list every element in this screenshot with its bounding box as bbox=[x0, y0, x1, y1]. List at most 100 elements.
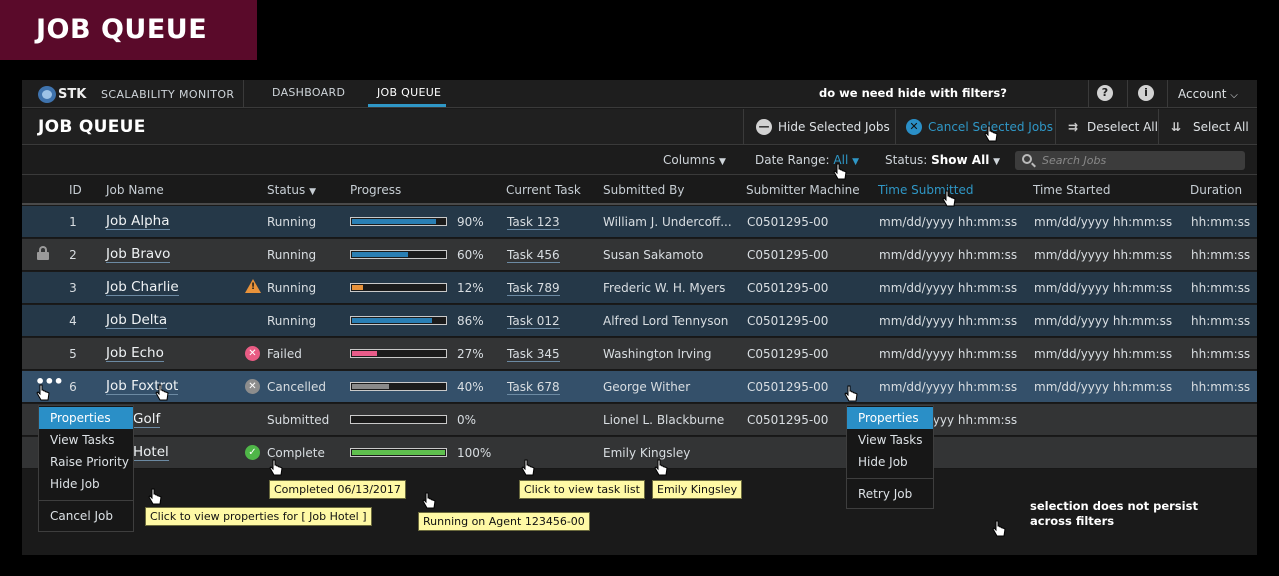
job-name-link[interactable]: Job Alpha bbox=[106, 213, 170, 230]
cancel-selected-label: Cancel Selected Jobs bbox=[928, 120, 1054, 134]
job-name-link[interactable]: Golf bbox=[133, 411, 161, 428]
design-annotation: selection does not persist across filter… bbox=[1030, 499, 1198, 529]
job-status: Submitted bbox=[267, 413, 330, 427]
tooltip-name: Emily Kingsley bbox=[652, 480, 743, 499]
page-title: JOB QUEUE bbox=[38, 117, 146, 137]
help-icon[interactable]: ? bbox=[1097, 85, 1113, 101]
submitted-by: Alfred Lord Tennyson bbox=[603, 314, 729, 328]
submitted-by: Lionel L. Blackburne bbox=[603, 413, 725, 427]
table-row[interactable]: 4 Job Delta Running 86% Task 012 Alfred Lord … bbox=[22, 305, 1257, 337]
deselect-all-button[interactable]: ⇉ Deselect All bbox=[1055, 109, 1158, 145]
menu-divider bbox=[39, 500, 133, 501]
col-progress[interactable]: Progress bbox=[350, 183, 402, 197]
job-name-link[interactable]: Job Echo bbox=[106, 345, 164, 362]
menu-item-properties[interactable]: Properties bbox=[39, 407, 133, 429]
pointer-cursor-icon bbox=[521, 459, 535, 477]
hide-icon: — bbox=[756, 119, 772, 135]
duration: hh:mm:ss bbox=[1191, 380, 1251, 394]
tab-dashboard[interactable]: DASHBOARD bbox=[272, 86, 346, 99]
table-row[interactable]: 2 Job Bravo Running 60% Task 456 Susan Sakamo… bbox=[22, 239, 1257, 271]
select-all-button[interactable]: ⇊ Select All bbox=[1158, 109, 1257, 145]
time-submitted: mm/dd/yyyy hh:mm:ss bbox=[879, 215, 1018, 229]
hide-selected-jobs-button[interactable]: — Hide Selected Jobs bbox=[743, 109, 890, 145]
time-submitted: mm/dd/yyyy hh:mm:ss bbox=[879, 248, 1018, 262]
current-task-link[interactable]: Task 123 bbox=[507, 215, 560, 230]
menu-item-view-tasks[interactable]: View Tasks bbox=[858, 433, 923, 447]
columns-dropdown[interactable]: Columns ▼ bbox=[663, 153, 726, 167]
progress-fill bbox=[352, 318, 432, 323]
time-started: mm/dd/yyyy hh:mm:ss bbox=[1034, 248, 1173, 262]
current-task-link[interactable]: Task 678 bbox=[507, 380, 560, 395]
col-submitted-by[interactable]: Submitted By bbox=[603, 183, 685, 197]
menu-item-properties[interactable]: Properties bbox=[847, 407, 933, 429]
table-row[interactable]: 5 Job Echo Failed 27% Task 345 Washington Irv… bbox=[22, 338, 1257, 370]
time-submitted: mm/dd/yyyy hh:mm:ss bbox=[879, 347, 1018, 361]
account-label: Account bbox=[1178, 87, 1227, 101]
status-filter-label: Status: bbox=[885, 153, 928, 167]
progress-percent: 0% bbox=[457, 413, 477, 427]
pointer-cursor-icon bbox=[984, 125, 998, 143]
col-id[interactable]: ID bbox=[69, 183, 82, 197]
top-nav: STK SCALABILITY MONITOR DASHBOARD JOB QU… bbox=[22, 80, 1257, 108]
menu-divider bbox=[847, 478, 933, 479]
stk-logo-icon bbox=[38, 86, 56, 103]
menu-item-view-tasks[interactable]: View Tasks bbox=[50, 433, 115, 447]
progress-fill bbox=[352, 219, 436, 224]
job-name-link[interactable]: Job Bravo bbox=[106, 246, 171, 263]
account-menu[interactable]: Account ⌵ bbox=[1178, 87, 1238, 101]
duration: hh:mm:ss bbox=[1191, 248, 1251, 262]
search-input[interactable] bbox=[1042, 153, 1237, 168]
cancel-selected-jobs-button[interactable]: ✕ Cancel Selected Jobs bbox=[895, 109, 1055, 145]
col-status[interactable]: Status ▼ bbox=[267, 183, 316, 197]
col-status-label: Status bbox=[267, 183, 306, 197]
nav-divider bbox=[1127, 80, 1128, 108]
col-submitter-machine[interactable]: Submitter Machine bbox=[746, 183, 860, 197]
job-name-link[interactable]: Job Charlie bbox=[106, 279, 179, 296]
search-icon bbox=[1022, 154, 1032, 164]
current-task-link[interactable]: Task 345 bbox=[507, 347, 560, 362]
current-task-link[interactable]: Task 012 bbox=[507, 314, 560, 329]
caret-down-icon: ▼ bbox=[719, 157, 726, 167]
pointer-cursor-icon bbox=[148, 488, 162, 506]
menu-item-cancel-job[interactable]: Cancel Job bbox=[50, 509, 113, 523]
nav-divider bbox=[243, 80, 244, 108]
caret-down-icon: ▼ bbox=[993, 157, 1001, 167]
job-id: 4 bbox=[69, 314, 77, 328]
table-row[interactable]: 3 Job Charlie Running 12% Task 789 Frederic W… bbox=[22, 272, 1257, 304]
cancelled-icon: ✕ bbox=[245, 379, 260, 394]
table-row[interactable]: Hotel Complete 100% Emily Kingsley ✓ bbox=[22, 437, 1257, 469]
menu-item-raise-priority[interactable]: Raise Priority bbox=[50, 455, 129, 469]
pointer-cursor-icon bbox=[269, 459, 283, 477]
col-duration[interactable]: Duration bbox=[1190, 183, 1243, 197]
col-time-submitted[interactable]: Time Submitted bbox=[878, 183, 974, 197]
submitter-machine: C0501295-00 bbox=[747, 248, 829, 262]
chevron-down-icon: ⌵ bbox=[1230, 90, 1238, 101]
pointer-cursor-icon bbox=[833, 163, 847, 181]
row-context-menu: Properties View Tasks Raise Priority Hid… bbox=[38, 405, 134, 532]
tab-job-queue[interactable]: JOB QUEUE bbox=[377, 86, 442, 99]
col-job-name[interactable]: Job Name bbox=[106, 183, 164, 197]
menu-item-hide-job[interactable]: Hide Job bbox=[858, 455, 908, 469]
failed-icon: ✕ bbox=[245, 346, 260, 361]
table-row[interactable]: 1 Job Alpha Running 90% Task 123 William J. U… bbox=[22, 206, 1257, 238]
col-current-task[interactable]: Current Task bbox=[506, 183, 581, 197]
job-name-link[interactable]: Job Delta bbox=[106, 312, 168, 329]
table-row[interactable]: Golf Submitted 0% Lionel L. Blackburne C0501… bbox=[22, 404, 1257, 436]
table-row[interactable]: 6 Job Foxtrot Cancelled 40% Task 678 George W… bbox=[22, 371, 1257, 403]
date-range-label: Date Range: bbox=[755, 153, 830, 167]
progress-percent: 86% bbox=[457, 314, 484, 328]
job-id: 3 bbox=[69, 281, 77, 295]
current-task-link[interactable]: Task 456 bbox=[507, 248, 560, 263]
menu-item-hide-job[interactable]: Hide Job bbox=[50, 477, 100, 491]
status-filter[interactable]: Status: Show All ▼ bbox=[885, 153, 1000, 167]
table-header: ID Job Name Status ▼ Progress Current Ta… bbox=[22, 176, 1257, 205]
submitted-by: George Wither bbox=[603, 380, 691, 394]
col-time-started[interactable]: Time Started bbox=[1033, 183, 1111, 197]
info-icon[interactable]: i bbox=[1138, 85, 1154, 101]
time-started: mm/dd/yyyy hh:mm:ss bbox=[1034, 281, 1173, 295]
annotation-line-1: selection does not persist bbox=[1030, 499, 1198, 513]
search-box[interactable] bbox=[1015, 151, 1245, 170]
job-name-link[interactable]: Hotel bbox=[133, 444, 169, 461]
menu-item-retry-job[interactable]: Retry Job bbox=[858, 487, 913, 501]
current-task-link[interactable]: Task 789 bbox=[507, 281, 560, 296]
